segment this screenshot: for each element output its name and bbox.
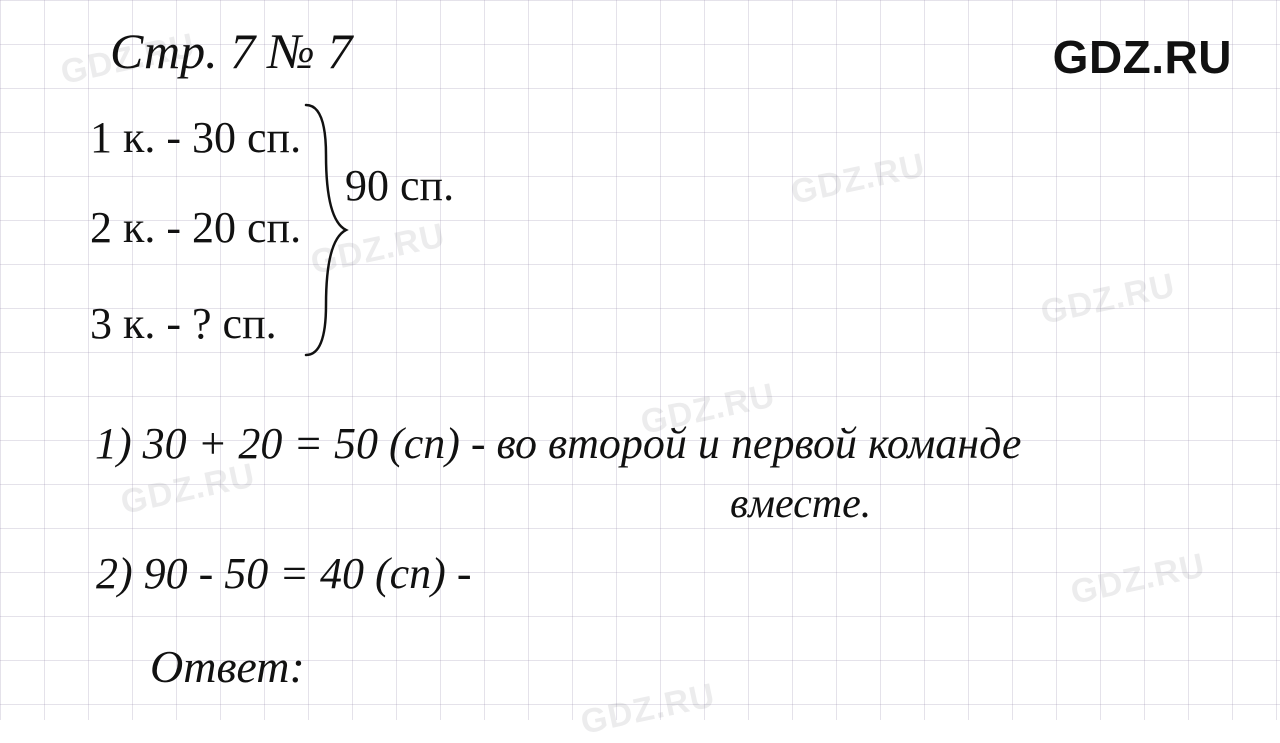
site-logo: GDZ.RU — [1053, 30, 1232, 84]
solution-step-2: 2) 90 - 50 = 40 (сп) - — [96, 548, 471, 599]
graph-paper-grid — [0, 0, 1280, 720]
answer-label: Ответ: — [150, 640, 305, 693]
given-line-3: 3 к. - ? сп. — [90, 298, 277, 349]
brace-total: 90 сп. — [345, 160, 454, 211]
solution-step-1-cont: вместе. — [730, 480, 871, 528]
curly-brace-icon — [296, 100, 356, 360]
given-line-1: 1 к. - 30 сп. — [90, 112, 301, 163]
given-line-2: 2 к. - 20 сп. — [90, 202, 301, 253]
solution-step-1: 1) 30 + 20 = 50 (сп) - во второй и перво… — [95, 418, 1021, 469]
page-title: Стр. 7 № 7 — [110, 22, 352, 80]
